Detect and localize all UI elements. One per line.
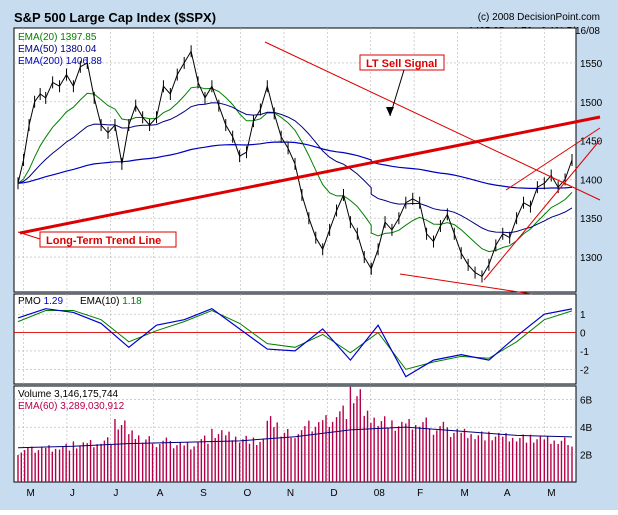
legend-ema200: EMA(200) 1406.88: [18, 56, 102, 67]
ema200-line: [17, 141, 573, 189]
pmo-tick-label: 0: [580, 329, 586, 340]
rising-channel-lower: [483, 139, 601, 281]
ema20-line: [17, 86, 573, 253]
price-tick-label: 1350: [580, 214, 603, 225]
sell-signal-label: LT Sell Signal: [366, 58, 437, 70]
pmo-tick-label: 1: [580, 310, 586, 321]
sell-signal-arrowhead: [386, 107, 394, 116]
trendlines: [19, 41, 601, 295]
month-label: M: [27, 488, 35, 499]
price-tick-label: 1400: [580, 175, 603, 186]
ema50-line: [17, 102, 573, 234]
month-label: S: [200, 488, 207, 499]
long-term-trend-line: [19, 115, 601, 235]
volume-legend: Volume 3,146,175,744 EMA(60) 3,289,030,9…: [18, 389, 125, 412]
month-label: M: [547, 488, 555, 499]
price-tick-label: 1550: [580, 59, 603, 70]
pmo-tick-label: -2: [580, 365, 589, 376]
trend-line-pointer: [17, 231, 41, 240]
legend-volume: Volume 3,146,175,744: [18, 389, 119, 400]
pmo-legend: PMO 1.29 EMA(10) 1.18: [18, 296, 142, 307]
pmo-panel: [13, 293, 577, 385]
legend-ema50: EMA(50) 1380.04: [18, 44, 97, 55]
ema-layer: [17, 86, 573, 253]
chart-title: S&P 500 Large Cap Index ($SPX): [14, 10, 216, 25]
month-label: J: [113, 488, 118, 499]
month-label: N: [287, 488, 294, 499]
month-label: O: [244, 488, 252, 499]
rising-channel-upper: [505, 127, 601, 191]
legend-pmo: PMO 1.29: [18, 296, 63, 307]
volume-tick-label: 6B: [580, 396, 593, 407]
volume-tick-label: 4B: [580, 423, 593, 434]
trend-line-label: Long-Term Trend Line: [46, 235, 161, 247]
price-layer: [17, 45, 573, 283]
month-label: D: [330, 488, 337, 499]
lower-lows-line: [399, 273, 533, 295]
legend-pmo-ema: EMA(10) 1.18: [80, 296, 142, 307]
pmo-layer: [17, 308, 573, 378]
pmo-line: [17, 308, 573, 378]
sell-signal-box: [359, 54, 445, 71]
copyright-text: (c) 2008 DecisionPoint.com: [478, 12, 600, 23]
price-tick-label: 1300: [580, 253, 603, 264]
declining-tops-line: [264, 41, 601, 201]
month-label: 08: [374, 488, 386, 499]
price-line-1: [370, 159, 573, 278]
legend-ema20: EMA(20) 1397.85: [18, 32, 97, 43]
volume-tick-label: 2B: [580, 451, 593, 462]
pmo-tick-label: -1: [580, 347, 589, 358]
legend-volume-ema: EMA(60) 3,289,030,912: [18, 401, 125, 412]
trend-line-box: [39, 231, 177, 248]
axis-layer: M J J A S O N D 08 F M A M 1300 1350 1400 1450 1500 1550 -2…: [27, 59, 603, 499]
month-label: J: [70, 488, 75, 499]
volume-ema-line: [17, 426, 573, 449]
price-tick-label: 1500: [580, 98, 603, 109]
price-legend: EMA(20) 1397.85 EMA(50) 1380.04 EMA(200)…: [18, 32, 102, 67]
month-label: M: [461, 488, 469, 499]
month-label: F: [417, 488, 423, 499]
month-label: A: [504, 488, 511, 499]
month-label: A: [157, 488, 164, 499]
price-tick-label: 1450: [580, 137, 603, 148]
volume-layer: [17, 386, 573, 482]
